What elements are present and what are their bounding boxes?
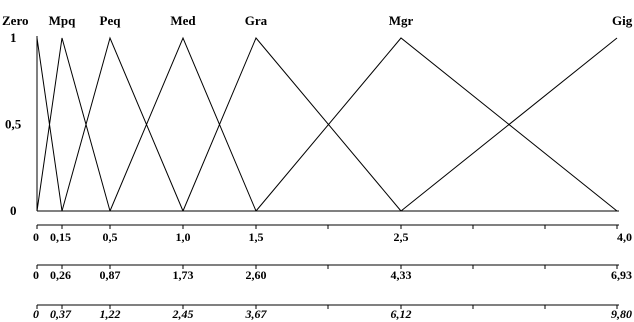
- x-tick-label: 1,22: [100, 307, 121, 321]
- series-line-mpq: [36, 37, 111, 212]
- y-tick-label: 0,5: [5, 117, 22, 132]
- x-tick-label: 0: [33, 268, 39, 282]
- y-tick-label: 0: [10, 203, 17, 218]
- y-axis: 10,50: [5, 30, 22, 218]
- series-line-peq: [61, 36, 184, 212]
- series-line-zero: [36, 37, 63, 212]
- x-tick-label: 1,73: [173, 268, 194, 282]
- x-axes: 0 0,15 0,5 1,0 1,5 2,5 4,0 0 0,26 0,87 1,73 2,60 4,3…: [33, 224, 632, 321]
- x-tick-label: 6,93: [611, 268, 632, 282]
- x-tick-label: 0,5: [103, 230, 118, 244]
- x-tick-label: 0,87: [100, 268, 121, 282]
- x-tick-label: 4,0: [617, 230, 632, 244]
- series-label-med: Med: [170, 13, 196, 28]
- x-tick-label: 0: [33, 230, 39, 244]
- series-layer: [36, 36, 618, 212]
- x-tick-label: 0,26: [50, 268, 71, 282]
- series-label-gra: Gra: [245, 13, 268, 28]
- series-label-peq: Peq: [100, 13, 122, 28]
- series-label-zero: Zero: [2, 13, 28, 28]
- y-tick-label: 1: [10, 30, 17, 45]
- series-label-gig: Gig: [612, 13, 633, 28]
- x-tick-label: 2,45: [172, 307, 194, 321]
- series-line-gra: [182, 37, 402, 212]
- series-labels: Zero Mpq Peq Med Gra Mgr Gig: [2, 13, 633, 28]
- x-tick-label: 6,12: [391, 307, 412, 321]
- x-tick-label: 3,67: [245, 307, 268, 321]
- x-tick-label: 0,15: [50, 230, 71, 244]
- x-tick-label: 0,37: [50, 307, 72, 321]
- x-tick-label: 2,60: [246, 268, 267, 282]
- series-label-mgr: Mgr: [389, 13, 414, 28]
- x-tick-label: 0: [33, 307, 39, 321]
- x-tick-label: 9,80: [611, 307, 632, 321]
- series-label-mpq: Mpq: [49, 13, 77, 28]
- x-axis-row-2: 0 0,26 0,87 1,73 2,60 4,33 6,93: [33, 264, 632, 282]
- x-axis-row-3: 0 0,37 1,22 2,45 3,67 6,12 9,80: [33, 304, 632, 321]
- series-line-gig: [400, 37, 618, 212]
- x-tick-label: 4,33: [391, 268, 412, 282]
- series-line-mgr: [255, 37, 618, 212]
- x-tick-label: 1,0: [176, 230, 191, 244]
- x-tick-label: 2,5: [394, 230, 409, 244]
- series-line-med: [109, 36, 257, 212]
- x-tick-label: 1,5: [249, 230, 264, 244]
- x-axis-row-1: 0 0,15 0,5 1,0 1,5 2,5 4,0: [33, 224, 632, 244]
